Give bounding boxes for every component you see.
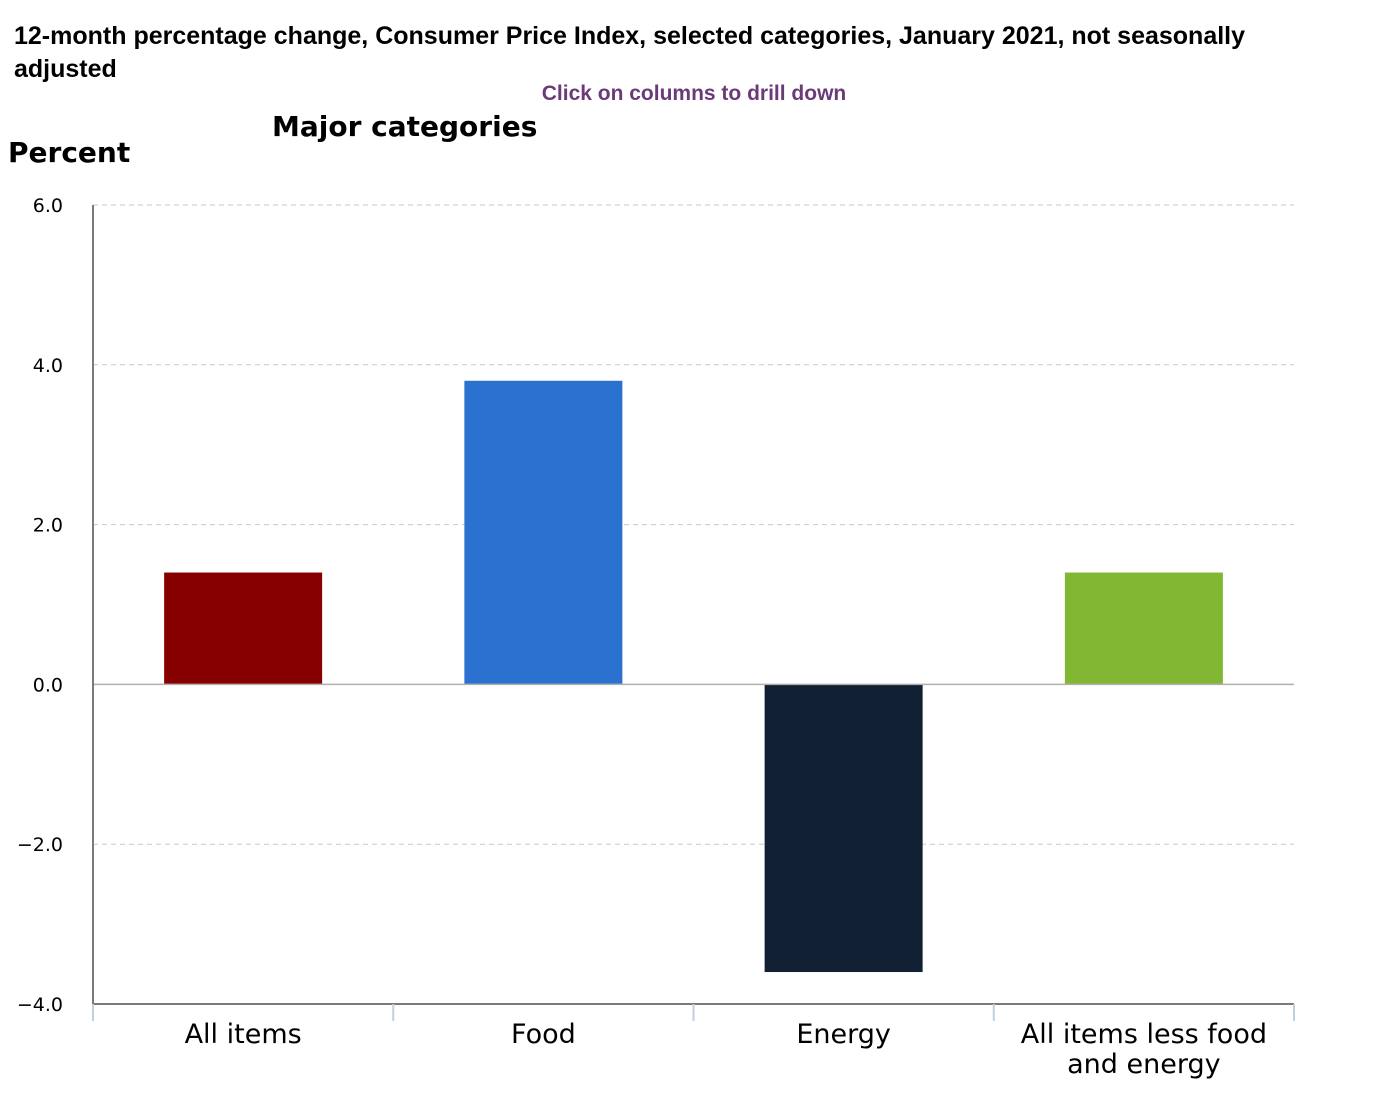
bar-all-items[interactable] <box>164 572 323 685</box>
y-tick-label: 0.0 <box>33 674 63 696</box>
gridlines <box>93 204 1294 845</box>
y-axis-label: Percent <box>8 136 131 169</box>
bar-food[interactable] <box>464 380 623 685</box>
x-tick-label: All items <box>185 1019 302 1050</box>
y-tick-label: 6.0 <box>33 195 63 217</box>
bar-energy[interactable] <box>764 684 923 973</box>
bars <box>164 380 1223 973</box>
y-tick-label: 4.0 <box>33 355 63 377</box>
drill-down-hint: Click on columns to drill down <box>541 82 847 105</box>
x-tick-label: All items less food and energy <box>1021 1019 1267 1080</box>
tick-labels: 6.0 4.0 2.0 0.0 −2.0 −4.0 All items Food Energy A… <box>17 195 1267 1080</box>
y-tick-label: −4.0 <box>17 994 63 1016</box>
x-tick-label: Energy <box>796 1019 891 1050</box>
y-tick-label: −2.0 <box>17 834 63 856</box>
y-tick-label: 2.0 <box>33 515 63 537</box>
x-tick-label: Food <box>511 1019 576 1050</box>
chart-subtitle: Major categories <box>272 110 538 143</box>
bar-all-items-less-food-and-energy[interactable] <box>1064 572 1223 685</box>
chart-title: 12-month percentage change, Consumer Pri… <box>14 22 1246 83</box>
axes <box>92 205 1295 1021</box>
